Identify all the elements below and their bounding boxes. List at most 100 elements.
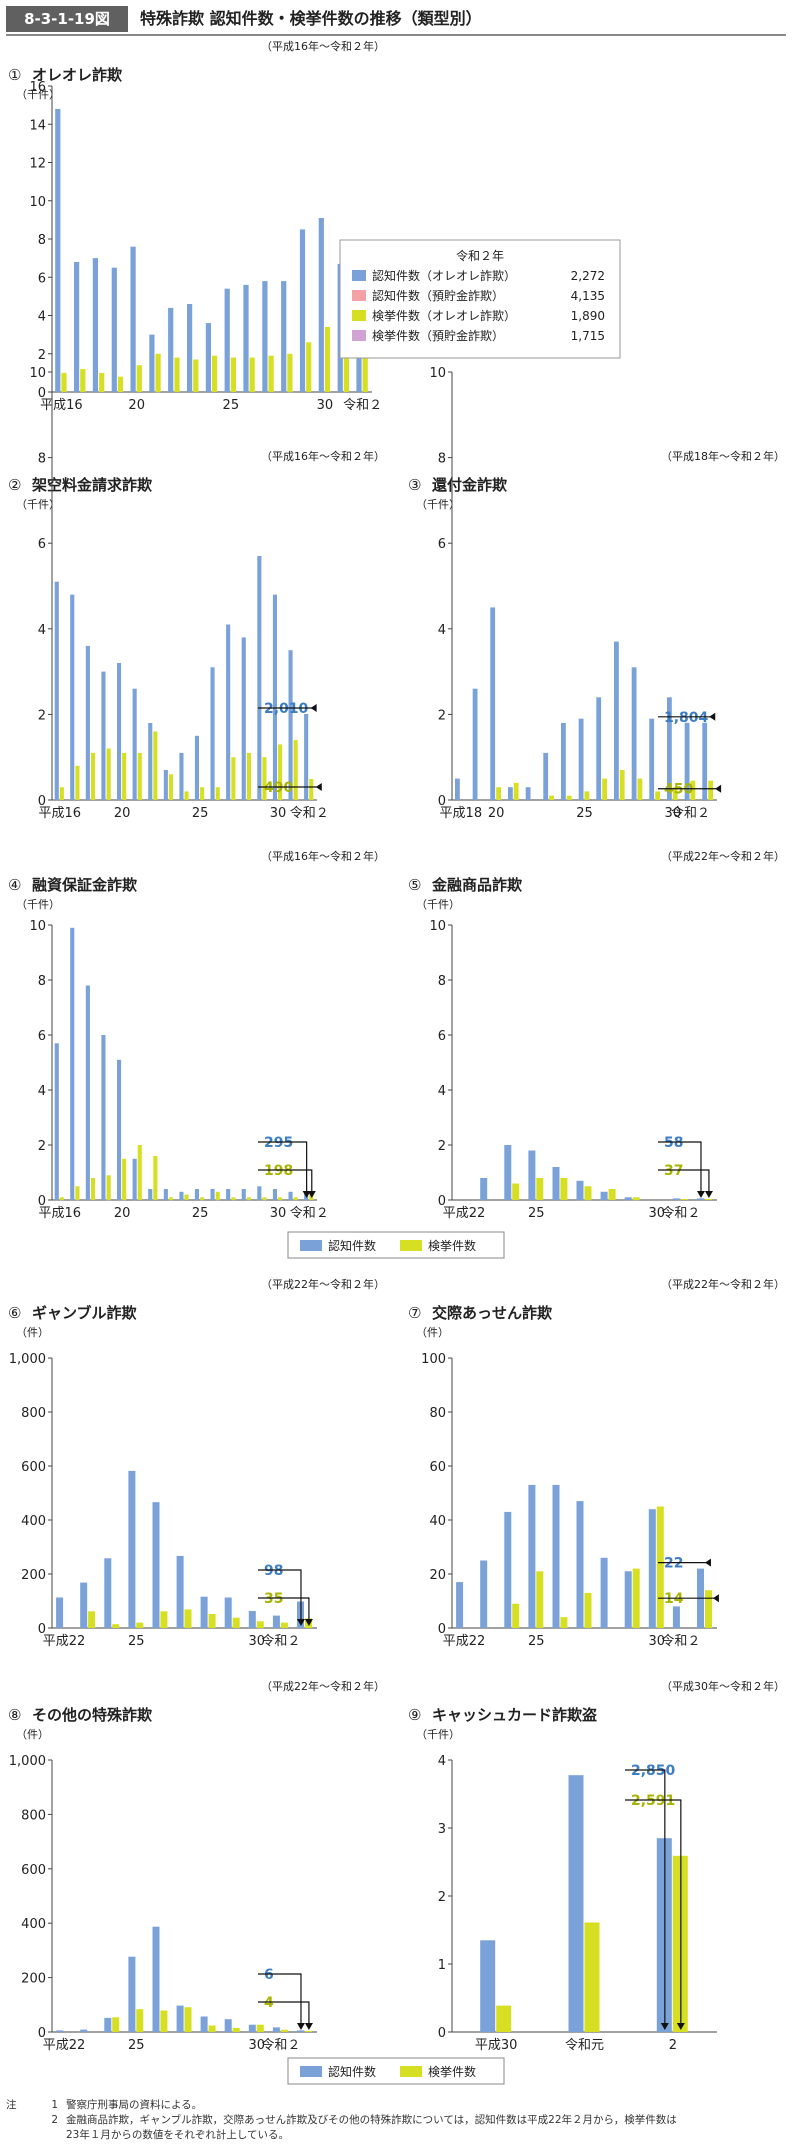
bar-kenkyo: 26 検挙件数: 1.8 [249,357,255,392]
bar-ninchi: 25 認知件数: 0.4 [194,1189,199,1200]
bar-ninchi: 30 認知件数: 27 [248,2024,256,2032]
y-tick-label: 600 [21,1460,46,1475]
x-tick-label: 令和元 [565,2038,604,2053]
bar-ninchi: 25 認知件数: 1.5 [194,735,199,800]
bar-kenkyo: 24 検挙件数: 0.6 [512,1183,520,1200]
y-tick-label: 40 [429,1514,446,1529]
bar-kenkyo: 令和元 検挙件数: 20 [280,1622,288,1628]
chart-c6: （平成22年～令和２年） ⑥ ギャンブル詐欺 （件） 0 200 400 600 800 1,00… [8,1277,385,1649]
bar-ninchi: 27 認知件数: 4.1 [226,624,231,800]
bar-ninchi: 19 認知件数: 2.6 [472,688,478,800]
bar-kenkyo: 26 検挙件数: 4 [560,1617,568,1628]
bar-ninchi: 25 認知件数: 53 [528,1484,536,1628]
y-tick-label: 1 [438,1958,446,1973]
bar-kenkyo: 令和2 検挙件数: 1.89 [362,355,368,392]
x-tick-label: 25 [223,398,240,413]
bar-kenkyo: 29 検挙件数: 38 [232,1617,240,1628]
legend-label-ninchi: 認知件数 [328,2064,376,2079]
y-tick-label: 0 [438,1622,446,1637]
bar-ninchi: 28 認知件数: 3.8 [241,637,246,800]
y-tick-label: 4 [38,623,46,638]
bar-kenkyo: 27 検挙件数: 1.9 [268,355,274,392]
bar-kenkyo: 令和2 検挙件数: 0.198 [309,1194,314,1200]
bar-ninchi: 26 認知件数: 3.1 [210,667,215,800]
x-tick-label: 30 [248,1634,265,1649]
bar-ninchi: 24 認知件数: 52 [104,2017,112,2032]
callout-label: 6 [264,1967,274,1983]
arrow-head-icon [660,2023,669,2030]
bar-kenkyo: 26 検挙件数: 0.3 [215,1191,220,1201]
chart-title: 交際あっせん詐欺 [432,1304,552,1322]
chart-title: 架空料金請求詐欺 [31,476,152,494]
bar-kenkyo: 27 検挙件数: 0.1 [231,1197,236,1201]
callout-label: 35 [264,1591,283,1607]
callout-arrow [258,1141,308,1196]
bar-ninchi: 30 認知件数: 0.4 [272,1189,277,1200]
bar-ninchi: 26 認知件数: 2.4 [596,697,602,800]
y-tick-label: 8 [38,974,46,989]
x-tick-label: 令和２ [290,806,329,821]
bar-ninchi: 28 認知件数: 0.3 [600,1191,608,1201]
bar-kenkyo: 29 検挙件数: 2.6 [306,342,312,392]
bar-kenkyo: 令和元 検挙件数: 3.3 [343,328,349,392]
figure-header: 8-3-1-19図 特殊詐欺 認知件数・検挙件数の推移（類型別） [0,0,792,38]
y-tick-label: 8 [38,452,46,467]
y-tick-label: 10 [29,919,46,934]
bar-ninchi: 令和元 認知件数: 17 [272,2027,280,2032]
bar-ninchi: 25 認知件数: 1.8 [528,1150,536,1200]
legend-frame [287,2057,505,2085]
chart-c7: （平成22年～令和２年） ⑦ 交際あっせん詐欺 （件） 0 20 40 60 80 100 平成22… [408,1277,785,1649]
x-tick-label: 30 [648,1634,665,1649]
callout-arrow [658,1169,710,1196]
y-tick-label: 6 [438,537,446,552]
bar-kenkyo: 26 検挙件数: 0.3 [215,787,220,800]
arrow-head-icon [709,712,716,721]
y-unit-label: （千件） [416,1728,460,1741]
arrow-head-icon [304,2023,313,2030]
bar-kenkyo: 27 検挙件数: 0.7 [619,770,625,800]
bar-kenkyo: 28 検挙件数: 2 [287,353,293,393]
bar-kenkyo: 21 検挙件数: 2 [137,1145,142,1200]
bar-ninchi: 令和2 認知件数: 2.01 [304,714,309,800]
bar-kenkyo: 20 検挙件数: 1.4 [136,365,142,392]
callout-label: 2,850 [631,1763,676,1779]
bar-ninchi: 27 認知件数: 267 [176,1555,184,1628]
chart-period: （平成16年～令和２年） [261,849,385,863]
bar-kenkyo: 24 検挙件数: 0.1 [566,795,572,800]
bar-ninchi: 18 認知件数: 3.6 [85,645,90,800]
bar-ninchi: 19 認知件数: 3 [101,671,106,800]
bar-ninchi: 28 認知件数: 5.8 [281,281,287,392]
bar-ninchi: 22 認知件数: 0.4 [148,1189,153,1200]
y-tick-label: 6 [38,1029,46,1044]
y-tick-label: 8 [438,974,446,989]
bar-ninchi: 29 認知件数: 0.1 [624,1197,632,1201]
chart-title: ギャンブル詐欺 [32,1304,137,1322]
chart-c2: （平成16年～令和２年） ② 架空料金請求詐欺 （千件） 0 2 4 6 8 10 平成16 認知件… [8,366,385,821]
bar-ninchi: 28 認知件数: 57 [200,2016,208,2032]
bar-kenkyo: 24 検挙件数: 1.9 [212,355,218,392]
y-tick-label: 4 [38,310,46,325]
x-tick-label: 25 [128,1634,145,1649]
bar-kenkyo: 20 検挙件数: 0.3 [496,787,501,800]
bar-ninchi: 令和2 認知件数: 6 [297,2030,304,2032]
x-tick-label: 25 [576,806,593,821]
bar-kenkyo: 17 検挙件数: 0.8 [75,765,80,800]
y-tick-label: 4 [438,1084,446,1099]
y-tick-label: 0 [438,794,446,809]
bar-kenkyo: 25 検挙件数: 20 [136,1622,144,1628]
y-tick-label: 0 [438,2026,446,2041]
y-tick-label: 8 [438,452,446,467]
bar-ninchi: 25 認知件数: 277 [128,1956,136,2032]
legend-swatch-kenkyo [400,1240,422,1251]
bar-kenkyo: 令和2 検挙件数: 0.037 [705,1199,712,1200]
bar-ninchi: 25 認知件数: 582 [128,1470,136,1628]
y-tick-label: 10 [29,195,46,210]
note-number: 1 [51,2099,58,2111]
bar-kenkyo: 25 検挙件数: 1.8 [230,357,236,392]
legend-swatch-kenkyo [400,2066,422,2077]
y-tick-label: 0 [38,1622,46,1637]
callout-label: 58 [664,1135,683,1151]
bar-kenkyo: 17 検挙件数: 0.5 [75,1186,80,1201]
bar-kenkyo: 25 検挙件数: 0.8 [536,1178,544,1200]
chart-c8: （平成22年～令和２年） ⑧ その他の特殊詐欺 （件） 0 200 400 600 800 1,0… [8,1679,385,2053]
